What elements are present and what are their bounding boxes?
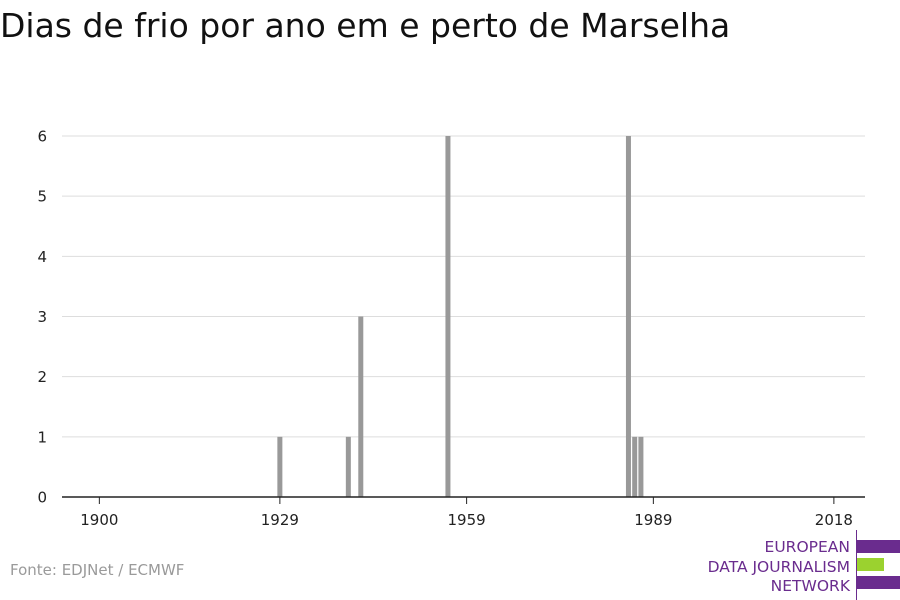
logo-line-1: EUROPEAN: [764, 538, 850, 556]
bar: [445, 136, 451, 497]
bar: [638, 436, 644, 497]
y-tick-label: 2: [37, 368, 47, 386]
edjnet-logo-text: EUROPEAN DATA JOURNALISM NETWORK: [708, 538, 850, 597]
y-tick-label: 6: [37, 128, 47, 146]
x-tick-label: 1989: [634, 511, 672, 529]
bars: [277, 136, 644, 497]
bar: [625, 136, 631, 497]
y-tick-label: 5: [37, 188, 47, 206]
source-note: Fonte: EDJNet / ECMWF: [10, 561, 185, 579]
bar: [277, 436, 283, 497]
logo-line-3: NETWORK: [770, 577, 850, 595]
y-tick-label: 0: [37, 489, 47, 507]
x-ticks: 1900 1929 1959 1989 2018: [80, 497, 853, 529]
y-ticks: 0 1 2 3 4 5 6: [37, 128, 47, 507]
chart-title: Dias de frio por ano em e perto de Marse…: [0, 6, 731, 45]
logo-line-2: DATA JOURNALISM: [707, 557, 850, 576]
bar: [632, 436, 638, 497]
bar: [358, 316, 364, 497]
bar-chart: 1900 1929 1959 1989 2018 0 1 2 3 4 5 6: [37, 128, 865, 529]
logo-bar-purple-top: [857, 540, 900, 553]
x-tick-label: 1929: [261, 511, 299, 529]
bar: [345, 436, 351, 497]
y-tick-label: 4: [37, 248, 47, 266]
x-tick-label: 2018: [815, 511, 853, 529]
gridlines: [62, 135, 865, 438]
x-tick-label: 1959: [448, 511, 486, 529]
y-tick-label: 1: [37, 428, 47, 446]
logo-bar-purple-bottom: [857, 576, 900, 589]
logo-bar-green: [857, 558, 884, 571]
y-tick-label: 3: [37, 308, 47, 326]
x-tick-label: 1900: [80, 511, 118, 529]
edjnet-logo-bars: [856, 530, 900, 600]
